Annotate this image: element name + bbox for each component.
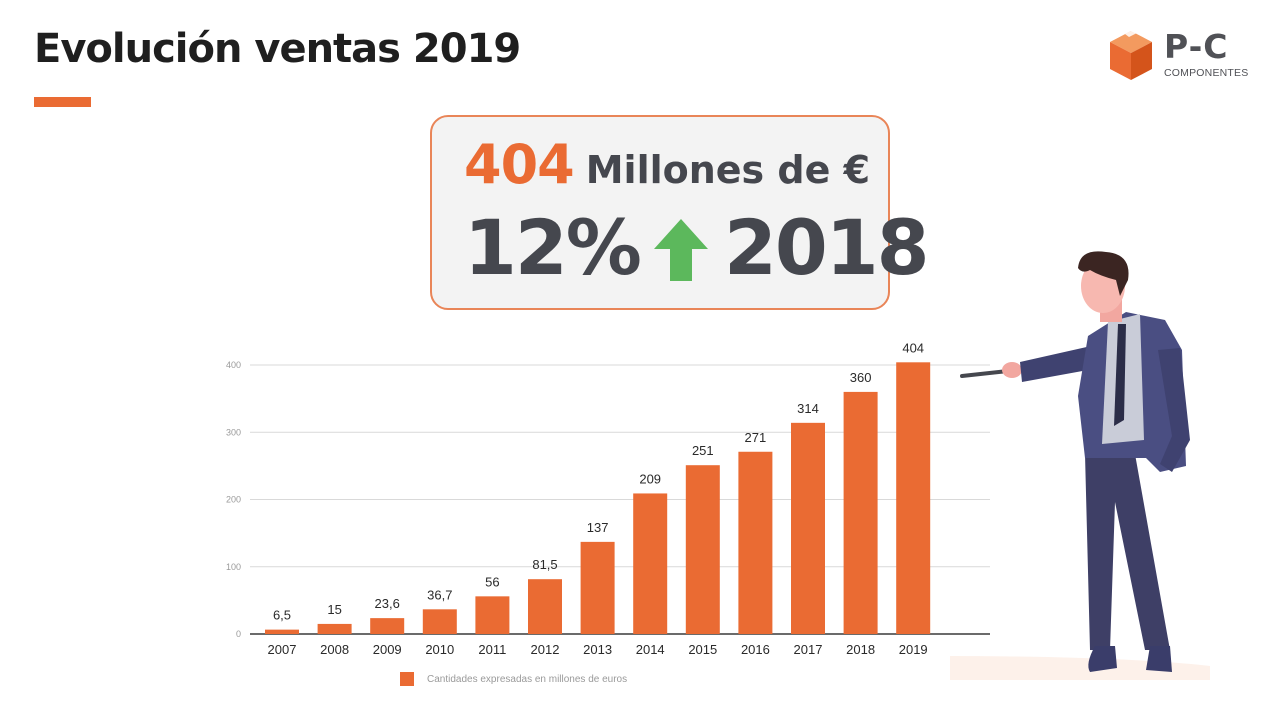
title-underline — [34, 97, 91, 107]
bar — [791, 422, 825, 634]
bar-value-label: 251 — [692, 443, 714, 458]
bar — [370, 618, 405, 634]
bar — [685, 465, 720, 634]
kpi-headline: 404 Millones de € — [464, 133, 870, 196]
x-tick-label: 2015 — [688, 642, 717, 657]
x-tick-label: 2018 — [846, 642, 875, 657]
bar-value-label: 36,7 — [427, 587, 452, 602]
presenter-legs — [1085, 454, 1170, 650]
bar-value-label: 81,5 — [532, 557, 557, 572]
x-tick-label: 2012 — [531, 642, 560, 657]
legend-label: Cantidades expresadas en millones de eur… — [427, 674, 627, 685]
chart-bars — [265, 362, 931, 634]
chart-labels: 6,5 2007 15 2008 23,6 2009 36,7 2010 56 2011 81,5 2… — [268, 340, 928, 657]
presenter-hair — [1078, 251, 1129, 296]
bar — [422, 609, 457, 634]
x-tick-label: 2019 — [899, 642, 928, 657]
bar — [475, 596, 510, 634]
presenter-illustration — [950, 251, 1210, 680]
x-tick-label: 2009 — [373, 642, 402, 657]
bar — [738, 451, 773, 634]
presenter-right-arm — [1158, 348, 1190, 472]
x-tick-label: 2011 — [478, 642, 506, 657]
kpi-card: 404 Millones de € 12% 2018 — [430, 115, 930, 310]
bar-value-label: 209 — [639, 471, 661, 486]
bar — [528, 579, 562, 634]
legend-swatch — [400, 672, 414, 686]
x-tick-label: 2010 — [425, 642, 454, 657]
bar-value-label: 15 — [327, 602, 341, 617]
x-tick-label: 2016 — [741, 642, 770, 657]
presenter-left-shoe — [1088, 646, 1117, 672]
logo-box-icon — [1110, 29, 1152, 80]
bar-value-label: 137 — [587, 520, 609, 535]
x-tick-label: 2007 — [268, 642, 297, 657]
kpi-comparison-year: 2018 — [724, 203, 930, 292]
bar-value-label: 314 — [797, 401, 819, 416]
bar — [843, 391, 878, 634]
bar-value-label: 23,6 — [375, 596, 400, 611]
kpi-value: 404 — [464, 133, 575, 196]
presenter-right-shoe — [1146, 646, 1172, 672]
y-tick-label: 400 — [226, 360, 241, 370]
bar-value-label: 404 — [902, 340, 924, 355]
up-arrow-icon — [654, 219, 708, 281]
bar-value-label: 271 — [745, 430, 767, 445]
floor-shadow — [950, 656, 1210, 680]
kpi-unit: Millones de € — [585, 148, 871, 192]
bar — [317, 623, 352, 634]
y-tick-label: 0 — [236, 629, 241, 639]
x-tick-label: 2017 — [794, 642, 823, 657]
bar-value-label: 6,5 — [273, 608, 291, 623]
bar-value-label: 56 — [485, 574, 499, 589]
presenter-hand — [1002, 362, 1022, 378]
x-tick-label: 2008 — [320, 642, 349, 657]
y-tick-label: 300 — [226, 427, 241, 437]
bar — [633, 493, 668, 634]
logo-subtitle: COMPONENTES — [1164, 67, 1249, 79]
pc-componentes-logo: P-C COMPONENTES — [1106, 28, 1256, 82]
kpi-growth-percent: 12% — [464, 203, 642, 292]
bar — [580, 541, 615, 634]
x-tick-label: 2013 — [583, 642, 612, 657]
kpi-growth-row: 12% 2018 — [464, 203, 930, 293]
y-tick-label: 200 — [226, 495, 241, 505]
x-tick-label: 2014 — [636, 642, 665, 657]
page-title: Evolución ventas 2019 — [34, 26, 521, 72]
presenter-tie — [1114, 324, 1126, 426]
bar-value-label: 360 — [850, 370, 872, 385]
y-tick-label: 100 — [226, 562, 241, 572]
pointer-stick — [960, 369, 1010, 378]
bar — [896, 362, 931, 634]
bar — [265, 629, 299, 634]
logo-wordmark: P-C — [1164, 27, 1229, 66]
